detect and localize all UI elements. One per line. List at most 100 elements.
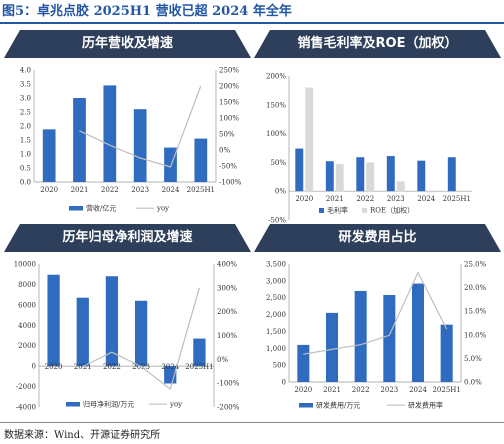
- panel-title: 历年营收及增速: [4, 30, 251, 58]
- y-tick-label-left: 2.0: [20, 123, 31, 131]
- x-tick-label: 2022: [352, 386, 370, 394]
- y-tick-label-left: 2.5: [20, 109, 31, 117]
- bar: [396, 181, 405, 192]
- y-tick-label-left: -4000: [16, 404, 36, 412]
- x-tick-label: 2022: [101, 186, 119, 194]
- panel-revenue: 历年营收及增速 0.0 0.5 1.0 1.5 2.0 2.5 3.0 3.5 4.0 -100%…: [4, 30, 251, 228]
- series-line: [79, 85, 202, 168]
- y-tick-label: 150%: [266, 101, 286, 109]
- legend-swatch-bar: [66, 402, 80, 407]
- legend-label: 归母净利润/万元: [83, 400, 134, 409]
- x-tick-label: 2025H1: [443, 195, 471, 203]
- x-tick-label: 2020: [294, 386, 312, 394]
- y-tick-label-right: 5.0%: [464, 355, 482, 363]
- y-tick-label-right: 100%: [217, 332, 237, 340]
- y-tick-label-right: 0%: [219, 147, 230, 155]
- y-tick-label-left: 6000: [18, 301, 36, 309]
- y-tick-label-right: -100%: [219, 179, 242, 187]
- legend-label: ROE（加权）: [370, 206, 414, 215]
- legend-swatch-bar: [299, 403, 313, 408]
- legend-label: 营收/亿元: [86, 204, 116, 213]
- x-tick-label: 2022: [356, 195, 374, 203]
- legend-label: 毛利率: [327, 206, 348, 215]
- x-tick-label: 2024: [162, 186, 180, 194]
- legend-label: yoy: [169, 401, 182, 409]
- x-tick-label: 2021: [74, 363, 92, 371]
- legend-swatch-bar: [362, 208, 367, 213]
- legend-swatch-bar: [319, 208, 324, 213]
- y-tick-label-left: 3.0: [20, 95, 31, 103]
- y-tick-label-left: 4000: [18, 322, 36, 330]
- legend-label: 研发费用/万元: [316, 401, 360, 410]
- bar: [305, 87, 314, 192]
- y-tick-label-left: 500: [273, 362, 286, 370]
- y-tick-label: 0%: [275, 188, 286, 196]
- y-tick-label-right: 15.0%: [464, 308, 487, 316]
- bar: [447, 157, 456, 192]
- y-tick-label-right: 100%: [219, 115, 239, 123]
- panel-title: 销售毛利率及ROE（加权）: [254, 30, 501, 58]
- y-tick-label: 200%: [266, 73, 286, 81]
- title-rule: [0, 22, 504, 24]
- y-tick-label-left: 8000: [18, 281, 36, 289]
- y-tick-label-left: 2,000: [266, 311, 286, 319]
- panel-rd: 研发费用占比 0 500 1,000 1,500 2,000 2,500 3,000 3,50…: [254, 224, 501, 422]
- series-line: [303, 271, 448, 355]
- y-tick-label-left: 3,000: [266, 277, 286, 285]
- y-tick-label-right: 20.0%: [464, 284, 487, 292]
- y-tick-label-left: 10000: [14, 261, 36, 269]
- y-tick-label-left: 4.0: [20, 67, 31, 75]
- bar: [194, 138, 208, 182]
- bar: [386, 156, 395, 192]
- bar: [427, 191, 436, 193]
- bar: [383, 295, 396, 382]
- y-tick-label-right: 0%: [217, 356, 228, 364]
- bar: [417, 160, 426, 192]
- x-tick-label: 2024: [161, 363, 179, 371]
- x-tick-label: 2025H1: [432, 386, 460, 394]
- bar: [73, 98, 86, 182]
- bar: [366, 162, 375, 192]
- y-tick-label-right: 200%: [217, 308, 237, 316]
- y-tick-label-left: 1.0: [20, 151, 31, 159]
- panel-margin-roe: 销售毛利率及ROE（加权） -50% 0% 50% 100% 150% 200% 2020 2…: [254, 30, 501, 228]
- legend-swatch-bar: [69, 206, 83, 211]
- panel-title: 历年归母净利润及增速: [4, 224, 251, 252]
- bar: [76, 297, 89, 367]
- y-tick-label-left: 0: [282, 379, 286, 387]
- y-tick-label-left: 2,500: [266, 294, 286, 302]
- bar: [105, 276, 119, 367]
- y-tick-label-right: -100%: [217, 380, 240, 388]
- y-tick-label-left: 3.5: [20, 81, 31, 89]
- legend-label: 研发费用率: [408, 401, 443, 410]
- legend-label: yoy: [156, 205, 169, 213]
- bar: [325, 312, 339, 382]
- y-tick-label-right: 300%: [217, 284, 237, 292]
- x-tick-label: 2020: [40, 186, 58, 194]
- bar: [42, 129, 56, 182]
- panel-net-profit: 历年归母净利润及增速 -4000 -2000 0 2000 4000 6000 8000 10…: [4, 224, 251, 422]
- x-tick-label: 2023: [380, 386, 398, 394]
- y-tick-label-right: 25.0%: [464, 261, 487, 269]
- y-tick-label-right: -200%: [217, 404, 240, 412]
- x-tick-label: 2020: [45, 363, 63, 371]
- x-tick-label: 2023: [387, 195, 405, 203]
- x-tick-label: 2023: [131, 186, 149, 194]
- y-tick-label: 50%: [270, 159, 286, 167]
- x-tick-label: 2021: [71, 186, 89, 194]
- chart-revenue: 0.0 0.5 1.0 1.5 2.0 2.5 3.0 3.5 4.0 -100% -50% 0% 50…: [20, 67, 242, 213]
- x-tick-label: 2020: [295, 195, 313, 203]
- y-tick-label-left: 0: [32, 363, 36, 371]
- y-tick-label-left: 0.5: [20, 165, 31, 173]
- bar: [134, 300, 148, 367]
- x-tick-label: 2024: [417, 195, 435, 203]
- y-tick-label-right: 50%: [219, 131, 235, 139]
- x-tick-label: 2024: [409, 386, 427, 394]
- x-tick-label: 2021: [323, 386, 341, 394]
- y-tick-label-right: 0.0%: [464, 379, 482, 387]
- y-tick-label-left: 1.5: [20, 137, 31, 145]
- y-tick-label-left: -2000: [16, 383, 36, 391]
- x-tick-label: 2022: [103, 363, 121, 371]
- bar: [193, 338, 206, 367]
- bar: [335, 164, 344, 192]
